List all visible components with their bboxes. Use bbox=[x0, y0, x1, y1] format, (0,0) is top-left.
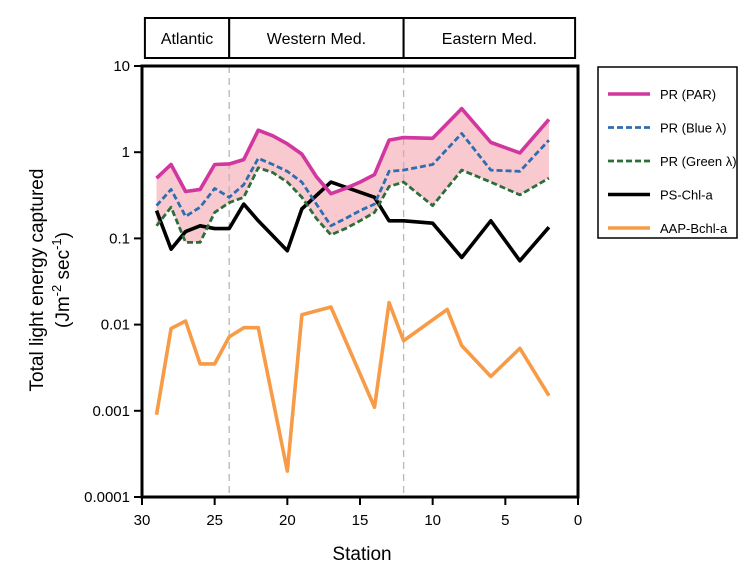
y-axis-title-line2: (Jm-2 sec-1) bbox=[49, 232, 74, 328]
region-box-western-med bbox=[228, 17, 405, 59]
x-tick-label: 0 bbox=[574, 512, 582, 529]
series-line-ps-chl-a bbox=[154, 180, 551, 263]
y-tick-label: 0.01 bbox=[101, 317, 130, 334]
x-tick-label: 5 bbox=[501, 512, 509, 529]
legend-label-pr-green: PR (Green λ) bbox=[660, 154, 737, 169]
x-tick-label: 15 bbox=[352, 512, 369, 529]
x-tick-label: 30 bbox=[134, 512, 151, 529]
series-layer bbox=[154, 106, 551, 473]
region-box-atlantic bbox=[143, 17, 231, 59]
x-tick-label: 25 bbox=[206, 512, 223, 529]
region-divider-layer bbox=[228, 66, 405, 497]
y-axis-unit-mid: sec bbox=[53, 250, 74, 285]
y-axis-unit-exp2: -1 bbox=[49, 238, 64, 250]
shaded-band-layer bbox=[156, 108, 549, 243]
series-line-pr-green bbox=[155, 166, 550, 244]
region-label-western-med: Western Med. bbox=[267, 31, 366, 48]
legend-label-ps-chl-a: PS-Chl-a bbox=[660, 188, 714, 203]
region-box-eastern-med bbox=[402, 17, 577, 59]
y-tick-label: 0.0001 bbox=[84, 489, 130, 506]
legend: PR (PAR) PR (Blue λ) PR (Green λ) PS-Chl-a A… bbox=[608, 87, 737, 236]
x-tick-label: 20 bbox=[279, 512, 296, 529]
y-axis-unit-suffix: ) bbox=[53, 232, 74, 238]
shaded-band bbox=[156, 108, 549, 243]
y-axis-title-line1: Total light energy captured bbox=[27, 169, 48, 392]
region-label-eastern-med: Eastern Med. bbox=[442, 31, 537, 48]
y-axis-title: Total light energy captured (Jm-2 sec-1) bbox=[27, 169, 74, 392]
series-line-pr-par bbox=[155, 106, 551, 196]
x-axis-title: Station bbox=[332, 544, 391, 565]
y-axis-unit-prefix: (Jm bbox=[53, 296, 74, 328]
y-tick-label: 10 bbox=[113, 58, 130, 75]
y-tick-label: 0.1 bbox=[109, 230, 130, 247]
x-tick-label: 10 bbox=[424, 512, 441, 529]
y-axis: 10 1 0.1 0.01 0.001 0.0001 bbox=[84, 58, 142, 506]
legend-label-pr-par: PR (PAR) bbox=[660, 87, 716, 102]
x-axis: 30 25 20 15 10 5 0 bbox=[134, 497, 582, 529]
series-line-pr-blue bbox=[155, 132, 550, 228]
legend-label-pr-blue: PR (Blue λ) bbox=[660, 121, 726, 136]
y-tick-label: 1 bbox=[122, 144, 130, 161]
legend-label-aap-bchl-a: AAP-Bchl-a bbox=[660, 221, 728, 236]
region-header: Atlantic Western Med. Eastern Med. bbox=[143, 17, 577, 59]
series-line-aap-bchl-a bbox=[154, 300, 551, 473]
region-label-atlantic: Atlantic bbox=[161, 31, 213, 48]
plot-frame bbox=[140, 64, 580, 499]
y-tick-label: 0.001 bbox=[92, 403, 130, 420]
y-axis-unit-exp1: -2 bbox=[49, 285, 64, 297]
